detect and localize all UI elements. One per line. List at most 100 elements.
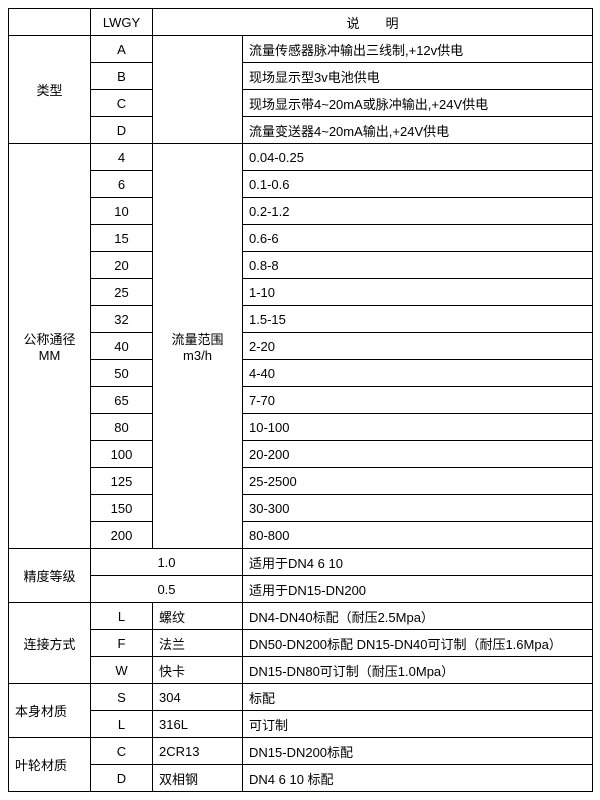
- type-desc: 现场显示带4~20mA或脉冲输出,+24V供电: [243, 90, 593, 117]
- dn-label: 公称通径 MM: [9, 144, 91, 549]
- type-code: A: [91, 36, 153, 63]
- impmat-code: D: [91, 765, 153, 792]
- bodymat-desc: 标配: [243, 684, 593, 711]
- table-row: C 现场显示带4~20mA或脉冲输出,+24V供电: [9, 90, 593, 117]
- table-row: 15 0.6-6: [9, 225, 593, 252]
- table-row: 200 80-800: [9, 522, 593, 549]
- dn-code: 20: [91, 252, 153, 279]
- dn-code: 25: [91, 279, 153, 306]
- table-row: 公称通径 MM 4 流量范围 m3/h 0.04-0.25: [9, 144, 593, 171]
- table-row: 叶轮材质 C 2CR13 DN15-DN200标配: [9, 738, 593, 765]
- dn-code: 4: [91, 144, 153, 171]
- dn-range: 1.5-15: [243, 306, 593, 333]
- dn-range: 80-800: [243, 522, 593, 549]
- bodymat-name: 316L: [153, 711, 243, 738]
- table-row: 40 2-20: [9, 333, 593, 360]
- table-row: 50 4-40: [9, 360, 593, 387]
- bodymat-name: 304: [153, 684, 243, 711]
- dn-range: 1-10: [243, 279, 593, 306]
- dn-range: 25-2500: [243, 468, 593, 495]
- dn-range-l1: 流量范围: [171, 332, 223, 347]
- table-row: 125 25-2500: [9, 468, 593, 495]
- dn-range: 7-70: [243, 387, 593, 414]
- type-code: D: [91, 117, 153, 144]
- table-row: 100.2-1.2: [9, 198, 593, 225]
- spec-table: LWGY 说 明 类型 A 流量传感器脉冲输出三线制,+12v供电 B 现场显示…: [8, 8, 593, 792]
- acc-val: 0.5: [91, 576, 243, 603]
- conn-code: W: [91, 657, 153, 684]
- conn-label: 连接方式: [9, 603, 91, 684]
- type-desc: 流量传感器脉冲输出三线制,+12v供电: [243, 36, 593, 63]
- table-row: B 现场显示型3v电池供电: [9, 63, 593, 90]
- dn-code: 40: [91, 333, 153, 360]
- acc-desc: 适用于DN15-DN200: [243, 576, 593, 603]
- table-row: L 316L 可订制: [9, 711, 593, 738]
- dn-code: 200: [91, 522, 153, 549]
- conn-desc: DN50-DN200标配 DN15-DN40可订制（耐压1.6Mpa）: [243, 630, 593, 657]
- table-row: D 双相钢 DN4 6 10 标配: [9, 765, 593, 792]
- conn-desc: DN4-DN40标配（耐压2.5Mpa）: [243, 603, 593, 630]
- table-row: 150 30-300: [9, 495, 593, 522]
- impmat-label: 叶轮材质: [9, 738, 91, 792]
- dn-range: 20-200: [243, 441, 593, 468]
- table-row: 本身材质 S 304 标配: [9, 684, 593, 711]
- type-code: B: [91, 63, 153, 90]
- conn-name: 法兰: [153, 630, 243, 657]
- table-row: LWGY 说 明: [9, 9, 593, 36]
- dn-range: 0.04-0.25: [243, 144, 593, 171]
- table-row: 6 0.1-0.6: [9, 171, 593, 198]
- dn-label-l1: 公称通径: [23, 332, 75, 347]
- dn-code: 50: [91, 360, 153, 387]
- dn-range-l2: m3/h: [183, 348, 212, 363]
- conn-name: 螺纹: [153, 603, 243, 630]
- table-row: 100 20-200: [9, 441, 593, 468]
- dn-range: 0.1-0.6: [243, 171, 593, 198]
- table-row: F 法兰 DN50-DN200标配 DN15-DN40可订制（耐压1.6Mpa）: [9, 630, 593, 657]
- dn-label-l2: MM: [39, 348, 61, 363]
- type-desc: 流量变送器4~20mA输出,+24V供电: [243, 117, 593, 144]
- table-row: 25 1-10: [9, 279, 593, 306]
- dn-range: 2-20: [243, 333, 593, 360]
- conn-code: F: [91, 630, 153, 657]
- dn-range: 30-300: [243, 495, 593, 522]
- conn-desc: DN15-DN80可订制（耐压1.0Mpa）: [243, 657, 593, 684]
- table-row: 32 1.5-15: [9, 306, 593, 333]
- table-row: 连接方式 L 螺纹 DN4-DN40标配（耐压2.5Mpa）: [9, 603, 593, 630]
- table-row: W 快卡 DN15-DN80可订制（耐压1.0Mpa）: [9, 657, 593, 684]
- dn-code: 100: [91, 441, 153, 468]
- table-row: 0.5 适用于DN15-DN200: [9, 576, 593, 603]
- bodymat-label: 本身材质: [9, 684, 91, 738]
- hdr-desc: 说 明: [153, 9, 593, 36]
- impmat-desc: DN15-DN200标配: [243, 738, 593, 765]
- dn-code: 15: [91, 225, 153, 252]
- table-row: 8010-100: [9, 414, 593, 441]
- acc-desc: 适用于DN4 6 10: [243, 549, 593, 576]
- impmat-name: 双相钢: [153, 765, 243, 792]
- impmat-code: C: [91, 738, 153, 765]
- blank-cell: [153, 36, 243, 144]
- impmat-name: 2CR13: [153, 738, 243, 765]
- table-row: D 流量变送器4~20mA输出,+24V供电: [9, 117, 593, 144]
- dn-code: 32: [91, 306, 153, 333]
- hdr-lwgy: LWGY: [91, 9, 153, 36]
- impmat-desc: DN4 6 10 标配: [243, 765, 593, 792]
- bodymat-desc: 可订制: [243, 711, 593, 738]
- dn-range: 0.6-6: [243, 225, 593, 252]
- dn-code: 6: [91, 171, 153, 198]
- dn-range-label: 流量范围 m3/h: [153, 144, 243, 549]
- conn-code: L: [91, 603, 153, 630]
- table-row: 精度等级 1.0 适用于DN4 6 10: [9, 549, 593, 576]
- type-code: C: [91, 90, 153, 117]
- dn-range: 0.2-1.2: [243, 198, 593, 225]
- table-row: 65 7-70: [9, 387, 593, 414]
- blank-cell: [9, 9, 91, 36]
- type-desc: 现场显示型3v电池供电: [243, 63, 593, 90]
- dn-code: 125: [91, 468, 153, 495]
- table-row: 20 0.8-8: [9, 252, 593, 279]
- dn-code: 65: [91, 387, 153, 414]
- bodymat-code: L: [91, 711, 153, 738]
- dn-range: 4-40: [243, 360, 593, 387]
- dn-code: 150: [91, 495, 153, 522]
- dn-range: 10-100: [243, 414, 593, 441]
- dn-range: 0.8-8: [243, 252, 593, 279]
